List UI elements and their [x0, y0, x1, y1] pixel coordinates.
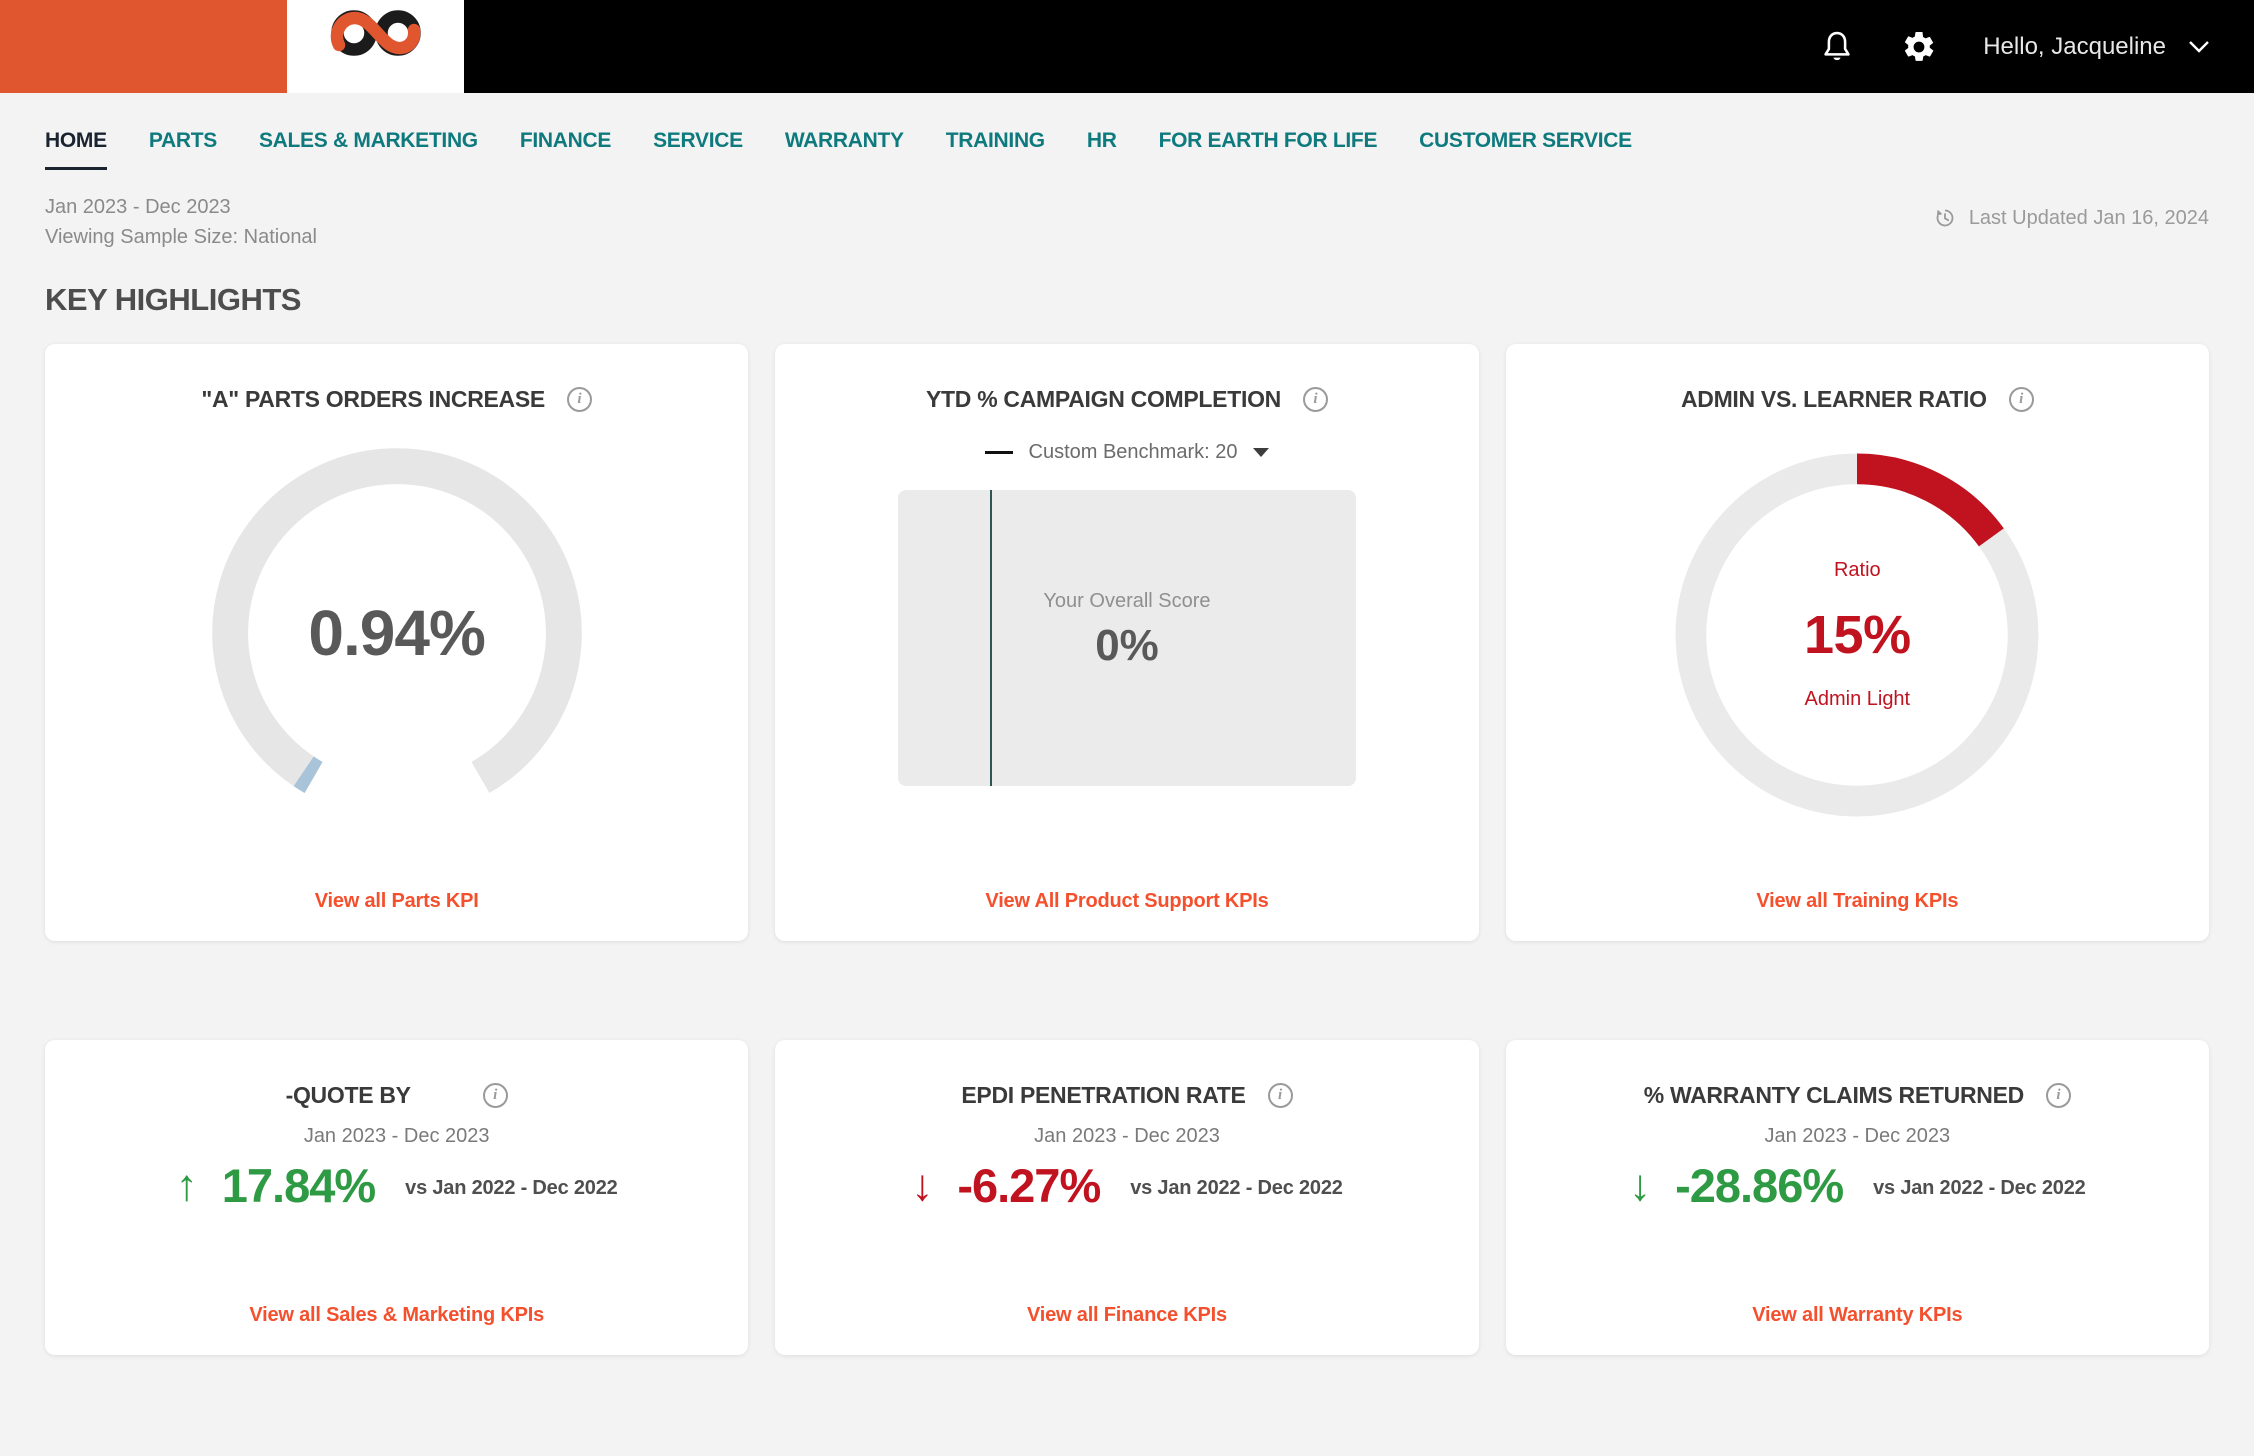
primary-nav: HOME PARTS SALES & MARKETING FINANCE SER…	[0, 93, 2254, 170]
gauge-chart: 0.94%	[203, 439, 591, 827]
kpi-delta-row: ↓ -6.27% vs Jan 2022 - Dec 2022	[775, 1162, 1478, 1209]
info-icon[interactable]: i	[566, 387, 592, 412]
arrow-up-icon: ↑	[175, 1160, 198, 1210]
card-title: -QUOTE BY	[285, 1082, 411, 1108]
donut-chart: Ratio 15% Admin Light	[1665, 443, 2049, 827]
card-admin-vs-learner-ratio: ADMIN VS. LEARNER RATIO i Ratio 15% Admi…	[1505, 344, 2209, 941]
card-epdi-penetration-rate: EPDI PENETRATION RATE i Jan 2023 - Dec 2…	[775, 1040, 1479, 1355]
last-updated-text: Last Updated Jan 16, 2024	[1968, 206, 2209, 229]
benchmark-legend-line	[984, 451, 1013, 454]
user-greeting[interactable]: Hello, Jacqueline	[1983, 33, 2210, 61]
card-title: YTD % CAMPAIGN COMPLETION	[926, 386, 1281, 412]
kpi-value: 17.84%	[221, 1159, 376, 1212]
nav-tab-warranty[interactable]: WARRANTY	[784, 129, 904, 152]
meta-row: Jan 2023 - Dec 2023 Viewing Sample Size:…	[45, 192, 2209, 252]
kpi-period: Jan 2023 - Dec 2023	[303, 1125, 490, 1147]
view-all-product-support-kpis-link[interactable]: View All Product Support KPIs	[985, 890, 1269, 912]
card-title-row: ADMIN VS. LEARNER RATIO i	[1506, 386, 2209, 413]
donut-label-bottom: Admin Light	[1804, 688, 1911, 710]
card-quote-by: -QUOTE BY i Jan 2023 - Dec 2023 ↑ 17.84%…	[45, 1040, 749, 1355]
gauge-svg	[211, 448, 582, 794]
filter-summary: Jan 2023 - Dec 2023 Viewing Sample Size:…	[45, 192, 317, 252]
kpi-value: -28.86%	[1675, 1159, 1844, 1212]
info-icon[interactable]: i	[1302, 387, 1328, 412]
settings-button[interactable]	[1901, 29, 1937, 65]
last-updated: Last Updated Jan 16, 2024	[1933, 206, 2209, 230]
kpi-comparison-label: vs Jan 2022 - Dec 2022	[1130, 1177, 1343, 1199]
view-all-warranty-kpis-link[interactable]: View all Warranty KPIs	[1752, 1304, 1963, 1326]
donut-svg	[1675, 453, 2039, 817]
info-icon[interactable]: i	[1267, 1083, 1293, 1108]
info-icon[interactable]: i	[2045, 1083, 2071, 1108]
card-title-row: EPDI PENETRATION RATE i	[775, 1082, 1478, 1109]
view-all-sales-marketing-kpis-link[interactable]: View all Sales & Marketing KPIs	[249, 1304, 544, 1326]
card-title-row: -QUOTE BY i	[45, 1082, 748, 1109]
kpi-delta-row: ↓ -28.86% vs Jan 2022 - Dec 2022	[1506, 1162, 2209, 1209]
greeting-text: Hello, Jacqueline	[1983, 32, 2166, 60]
nav-tab-parts[interactable]: PARTS	[148, 129, 217, 152]
arrow-down-icon: ↓	[1629, 1160, 1652, 1210]
kpi-value: -6.27%	[957, 1159, 1101, 1212]
bullet-center: Your Overall Score 0%	[898, 482, 1356, 778]
key-highlights-row-1: "A" PARTS ORDERS INCREASE i 0.94% View a…	[45, 344, 2209, 941]
bell-icon	[1824, 31, 1850, 60]
donut-value: 15%	[1804, 605, 1911, 665]
brand-color-block	[0, 0, 287, 93]
bullet-chart: Your Overall Score 0%	[897, 490, 1356, 786]
caret-down-icon	[1253, 448, 1270, 457]
sample-size-label: Viewing Sample Size: National	[45, 226, 318, 248]
app-header: Hello, Jacqueline	[0, 0, 2254, 93]
gear-icon	[1905, 31, 1934, 61]
info-icon[interactable]: i	[482, 1083, 508, 1108]
logo[interactable]	[287, 0, 464, 93]
benchmark-selector[interactable]: Custom Benchmark: 20	[775, 441, 1478, 464]
nav-tab-service[interactable]: SERVICE	[653, 129, 743, 152]
view-all-parts-kpi-link[interactable]: View all Parts KPI	[314, 890, 479, 912]
card-ytd-campaign-completion: YTD % CAMPAIGN COMPLETION i Custom Bench…	[775, 344, 1479, 941]
donut-label-top: Ratio	[1833, 559, 1881, 581]
nav-tab-hr[interactable]: HR	[1086, 129, 1117, 152]
nav-tab-home[interactable]: HOME	[45, 129, 107, 170]
benchmark-line	[989, 490, 992, 786]
card-title: EPDI PENETRATION RATE	[961, 1082, 1246, 1108]
header-spacer	[464, 0, 1819, 93]
gauge-value: 0.94%	[308, 597, 485, 669]
card-title: "A" PARTS ORDERS INCREASE	[201, 386, 545, 412]
donut-center: Ratio 15% Admin Light	[1665, 443, 2049, 827]
arrow-down-icon: ↓	[911, 1160, 934, 1210]
notifications-button[interactable]	[1819, 28, 1855, 66]
benchmark-label: Custom Benchmark: 20	[1028, 441, 1238, 463]
kpi-delta-row: ↑ 17.84% vs Jan 2022 - Dec 2022	[45, 1162, 748, 1209]
kpi-comparison-label: vs Jan 2022 - Dec 2022	[405, 1177, 618, 1199]
info-icon[interactable]: i	[2008, 387, 2034, 412]
card-title-row: YTD % CAMPAIGN COMPLETION i	[775, 386, 1478, 413]
chevron-down-icon	[2189, 40, 2209, 53]
nav-tab-sales-marketing[interactable]: SALES & MARKETING	[258, 129, 478, 152]
nav-tab-customer-service[interactable]: CUSTOMER SERVICE	[1419, 129, 1632, 152]
score-value: 0%	[1095, 620, 1159, 670]
kpi-comparison-label: vs Jan 2022 - Dec 2022	[1873, 1177, 2086, 1199]
history-icon	[1936, 209, 1954, 227]
kpi-period: Jan 2023 - Dec 2023	[1764, 1125, 1951, 1147]
header-actions: Hello, Jacqueline	[1819, 0, 2254, 93]
score-label: Your Overall Score	[1043, 589, 1211, 612]
view-all-finance-kpis-link[interactable]: View all Finance KPIs	[1027, 1304, 1227, 1326]
view-all-training-kpis-link[interactable]: View all Training KPIs	[1756, 890, 1959, 912]
card-title-row: % WARRANTY CLAIMS RETURNED i	[1506, 1082, 2209, 1109]
gauge-center: 0.94%	[203, 439, 591, 827]
card-title-row: "A" PARTS ORDERS INCREASE i	[45, 386, 748, 413]
kpi-period: Jan 2023 - Dec 2023	[1034, 1125, 1220, 1147]
key-highlights-row-2: -QUOTE BY i Jan 2023 - Dec 2023 ↑ 17.84%…	[45, 1040, 2209, 1355]
card-parts-orders-increase: "A" PARTS ORDERS INCREASE i 0.94% View a…	[45, 344, 749, 941]
card-warranty-claims-returned: % WARRANTY CLAIMS RETURNED i Jan 2023 - …	[1505, 1040, 2209, 1355]
date-range-label: Jan 2023 - Dec 2023	[45, 196, 231, 218]
nav-tab-finance[interactable]: FINANCE	[519, 129, 612, 152]
card-title: ADMIN VS. LEARNER RATIO	[1680, 386, 1987, 412]
nav-tab-training[interactable]: TRAINING	[945, 129, 1045, 152]
card-title: % WARRANTY CLAIMS RETURNED	[1643, 1082, 2025, 1108]
infinity-logo-icon	[330, 10, 421, 56]
nav-tab-for-earth-for-life[interactable]: FOR EARTH FOR LIFE	[1158, 129, 1378, 152]
page-title: KEY HIGHLIGHTS	[45, 282, 301, 317]
